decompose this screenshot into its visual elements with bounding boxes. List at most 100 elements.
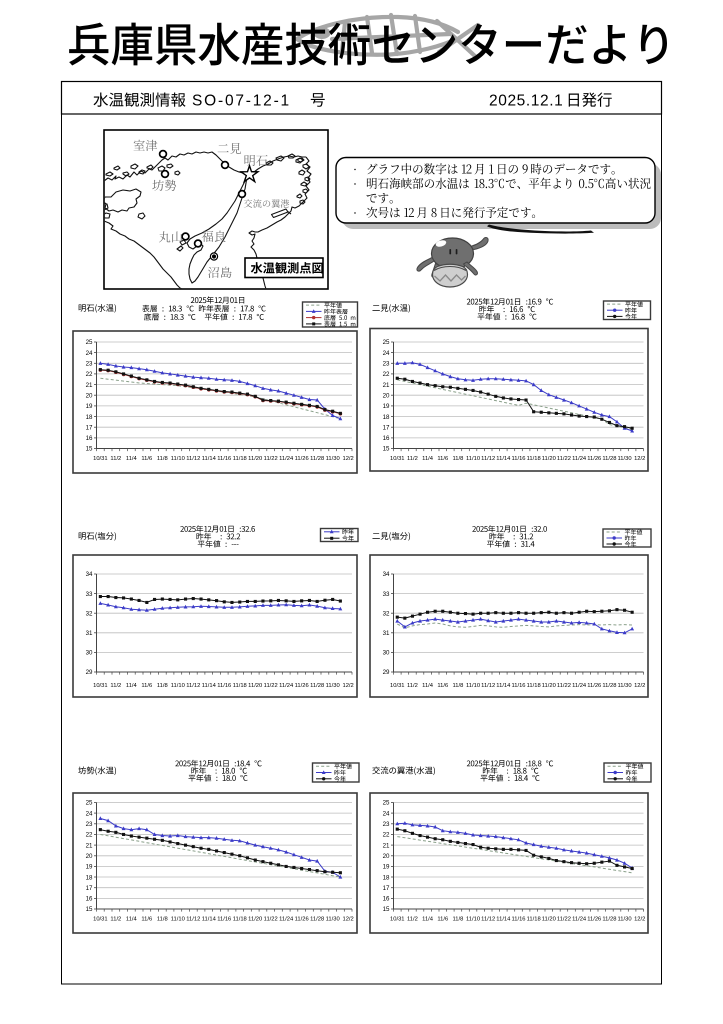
svg-text:11/20: 11/20 bbox=[542, 683, 556, 689]
svg-text:11/22: 11/22 bbox=[557, 683, 571, 689]
svg-text:24: 24 bbox=[86, 810, 93, 817]
svg-text:11/14: 11/14 bbox=[202, 683, 217, 689]
svg-text:11/24: 11/24 bbox=[572, 683, 587, 689]
svg-text:11/18: 11/18 bbox=[233, 683, 247, 689]
svg-text:11/26: 11/26 bbox=[295, 917, 309, 923]
svg-text:10/31: 10/31 bbox=[390, 683, 405, 689]
svg-text:11/14: 11/14 bbox=[496, 917, 511, 923]
svg-text:11/16: 11/16 bbox=[217, 456, 231, 462]
svg-text:11/4: 11/4 bbox=[422, 683, 434, 689]
svg-text:11/2: 11/2 bbox=[407, 456, 418, 462]
svg-text:18: 18 bbox=[383, 874, 390, 881]
svg-text:11/6: 11/6 bbox=[437, 917, 448, 923]
svg-text:33: 33 bbox=[383, 591, 390, 598]
svg-text:11/8: 11/8 bbox=[452, 683, 463, 689]
svg-text:11/30: 11/30 bbox=[326, 683, 340, 689]
svg-text:11/30: 11/30 bbox=[618, 456, 632, 462]
svg-text:11/16: 11/16 bbox=[511, 683, 525, 689]
svg-text:11/12: 11/12 bbox=[481, 683, 495, 689]
svg-text:19: 19 bbox=[86, 403, 93, 410]
svg-text:15: 15 bbox=[86, 446, 93, 453]
svg-text:11/2: 11/2 bbox=[110, 917, 121, 923]
svg-text:11/22: 11/22 bbox=[264, 683, 278, 689]
svg-text:16: 16 bbox=[383, 896, 390, 903]
svg-text:11/26: 11/26 bbox=[295, 456, 309, 462]
svg-text:11/14: 11/14 bbox=[496, 683, 511, 689]
svg-text:12/2: 12/2 bbox=[342, 683, 353, 689]
svg-text:11/22: 11/22 bbox=[264, 917, 278, 923]
svg-text:11/28: 11/28 bbox=[602, 683, 616, 689]
svg-text:11/10: 11/10 bbox=[466, 456, 480, 462]
svg-text:11/26: 11/26 bbox=[587, 456, 601, 462]
svg-text:11/8: 11/8 bbox=[157, 683, 168, 689]
svg-text:11/2: 11/2 bbox=[110, 456, 121, 462]
svg-text:11/28: 11/28 bbox=[602, 456, 616, 462]
svg-text:11/4: 11/4 bbox=[422, 456, 434, 462]
svg-text:16: 16 bbox=[86, 896, 93, 903]
svg-text:21: 21 bbox=[383, 382, 390, 389]
svg-text:11/30: 11/30 bbox=[618, 683, 632, 689]
svg-text:25: 25 bbox=[86, 339, 93, 346]
svg-text:20: 20 bbox=[86, 392, 93, 399]
svg-text:20: 20 bbox=[383, 853, 390, 860]
svg-text:30: 30 bbox=[383, 650, 390, 657]
svg-text:11/4: 11/4 bbox=[422, 917, 434, 923]
svg-text:11/10: 11/10 bbox=[171, 683, 185, 689]
svg-text:29: 29 bbox=[383, 669, 390, 676]
svg-text:11/24: 11/24 bbox=[279, 456, 294, 462]
svg-text:11/12: 11/12 bbox=[481, 456, 495, 462]
svg-text:11/18: 11/18 bbox=[233, 456, 247, 462]
svg-text:11/4: 11/4 bbox=[126, 456, 138, 462]
svg-text:11/14: 11/14 bbox=[202, 456, 217, 462]
svg-text:11/6: 11/6 bbox=[437, 456, 448, 462]
svg-text:11/2: 11/2 bbox=[407, 917, 418, 923]
svg-text:10/31: 10/31 bbox=[93, 683, 108, 689]
svg-text:23: 23 bbox=[383, 821, 390, 828]
svg-text:11/12: 11/12 bbox=[481, 917, 495, 923]
svg-text:34: 34 bbox=[86, 571, 93, 578]
svg-text:32: 32 bbox=[86, 610, 93, 617]
svg-text:11/14: 11/14 bbox=[202, 917, 217, 923]
svg-text:11/8: 11/8 bbox=[157, 917, 168, 923]
svg-text:20: 20 bbox=[86, 853, 93, 860]
svg-text:33: 33 bbox=[86, 591, 93, 598]
svg-text:11/30: 11/30 bbox=[326, 456, 340, 462]
svg-text:22: 22 bbox=[86, 371, 93, 378]
svg-text:11/10: 11/10 bbox=[171, 917, 185, 923]
svg-text:11/20: 11/20 bbox=[248, 917, 262, 923]
svg-text:SO-07-12-1: SO-07-12-1 bbox=[192, 93, 291, 110]
svg-text:11/24: 11/24 bbox=[572, 456, 587, 462]
svg-text:23: 23 bbox=[86, 821, 93, 828]
svg-text:31: 31 bbox=[383, 630, 390, 637]
svg-text:11/24: 11/24 bbox=[279, 683, 294, 689]
svg-text:17: 17 bbox=[383, 424, 390, 431]
svg-text:32: 32 bbox=[383, 610, 390, 617]
svg-text:23: 23 bbox=[383, 361, 390, 368]
svg-text:11/20: 11/20 bbox=[248, 683, 262, 689]
svg-text:11/24: 11/24 bbox=[279, 917, 294, 923]
svg-text:11/8: 11/8 bbox=[157, 456, 168, 462]
svg-text:19: 19 bbox=[86, 864, 93, 871]
svg-text:12/2: 12/2 bbox=[634, 683, 645, 689]
svg-text:11/18: 11/18 bbox=[527, 917, 541, 923]
svg-text:19: 19 bbox=[383, 864, 390, 871]
svg-text:15: 15 bbox=[383, 446, 390, 453]
svg-text:11/30: 11/30 bbox=[618, 917, 632, 923]
svg-text:17: 17 bbox=[86, 424, 93, 431]
svg-text:11/2: 11/2 bbox=[110, 683, 121, 689]
svg-text:11/10: 11/10 bbox=[466, 683, 480, 689]
svg-text:11/18: 11/18 bbox=[527, 456, 541, 462]
svg-text:11/6: 11/6 bbox=[437, 683, 448, 689]
svg-text:11/6: 11/6 bbox=[141, 456, 152, 462]
svg-text:11/10: 11/10 bbox=[171, 456, 185, 462]
svg-text:11/14: 11/14 bbox=[496, 456, 511, 462]
svg-text:11/26: 11/26 bbox=[587, 917, 601, 923]
svg-text:15: 15 bbox=[383, 906, 390, 913]
svg-text:18: 18 bbox=[86, 874, 93, 881]
svg-text:11/12: 11/12 bbox=[186, 456, 200, 462]
svg-text:11/16: 11/16 bbox=[217, 917, 231, 923]
svg-text:11/20: 11/20 bbox=[542, 917, 556, 923]
svg-text:12/2: 12/2 bbox=[342, 456, 353, 462]
svg-text:23: 23 bbox=[86, 361, 93, 368]
svg-text:11/28: 11/28 bbox=[310, 456, 324, 462]
